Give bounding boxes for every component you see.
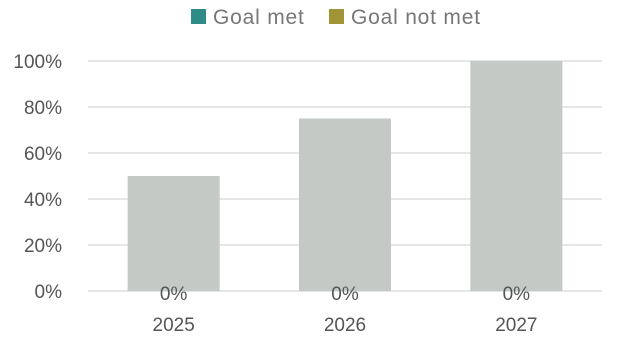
bar-total (299, 118, 391, 291)
y-tick-label: 60% (24, 144, 62, 165)
x-tick-label: 2025 (153, 315, 195, 336)
legend-label: Goal met (213, 6, 305, 29)
y-tick-label: 40% (24, 190, 62, 211)
y-axis: 0% 20% 40% 60% 80% 100% (13, 52, 62, 303)
bars (127, 61, 563, 291)
legend-label: Goal not met (351, 6, 481, 29)
y-tick-label: 0% (35, 282, 63, 303)
y-tick-label: 100% (13, 52, 62, 73)
y-tick-label: 80% (24, 98, 62, 119)
legend: Goal met Goal not met (191, 6, 481, 29)
legend-swatch (191, 9, 206, 24)
y-tick-label: 20% (24, 236, 62, 257)
bar-total (470, 61, 563, 291)
bar-data-label: 0% (331, 284, 359, 305)
bar-data-label: 0% (503, 284, 531, 305)
data-labels: 0% 0% 0% (160, 284, 530, 305)
bar-data-label: 0% (160, 284, 188, 305)
legend-swatch (329, 9, 344, 24)
x-axis: 2025 2026 2027 (153, 315, 538, 336)
x-tick-label: 2026 (324, 315, 366, 336)
bar-total (127, 176, 220, 291)
x-tick-label: 2027 (495, 315, 537, 336)
